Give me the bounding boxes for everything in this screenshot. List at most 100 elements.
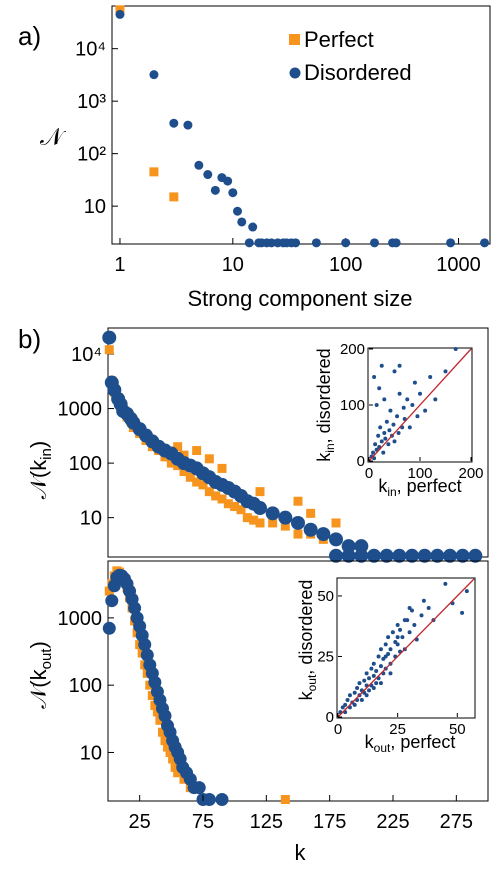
- disordered-point: [303, 522, 318, 537]
- disordered-point: [354, 548, 369, 563]
- disordered-point: [223, 176, 233, 186]
- y-tick-label: 1000: [58, 608, 103, 630]
- inset-point: [378, 647, 383, 652]
- legend-marker-disordered: [289, 67, 301, 79]
- inset-point: [362, 678, 367, 683]
- inset-point: [373, 442, 378, 447]
- inset-point: [407, 425, 412, 430]
- perfect-point: [166, 458, 176, 468]
- inset-point: [343, 702, 348, 707]
- inset-point: [371, 450, 376, 455]
- disordered-point: [158, 709, 172, 723]
- disordered-point: [291, 515, 305, 530]
- perfect-point: [168, 754, 178, 764]
- inset-point: [419, 613, 424, 618]
- inset-point: [376, 654, 381, 659]
- inset-out-marks: [337, 578, 475, 718]
- x-tick-label: 75: [192, 811, 214, 833]
- panel-a: a) 𝒩 Strong component size 10 10² 10³ 10⁴ 1…: [18, 5, 491, 311]
- inset-in-ticks: 00 100 100 200 200: [340, 341, 484, 482]
- perfect-point: [192, 446, 202, 456]
- inset-point: [386, 442, 391, 447]
- disordered-point: [455, 548, 470, 563]
- inset-out-y-axis-label: kout, disordered: [296, 580, 319, 701]
- perfect-point: [204, 487, 214, 497]
- disordered-point: [354, 539, 369, 554]
- perfect-point: [230, 502, 240, 512]
- inset-point: [421, 598, 426, 603]
- disordered-point: [192, 781, 206, 795]
- inset-point: [383, 642, 388, 647]
- perfect-point: [204, 454, 214, 464]
- inset-point: [371, 673, 376, 678]
- y-tick-label: 10²: [77, 144, 106, 166]
- inset-point: [367, 676, 372, 681]
- inset-point: [443, 581, 448, 586]
- inset-point: [355, 685, 360, 690]
- y-tick-label: 10³: [77, 91, 106, 113]
- disordered-point: [140, 648, 154, 662]
- disordered-point: [446, 238, 456, 248]
- inset-point: [345, 698, 350, 703]
- disordered-point: [341, 548, 356, 563]
- panel-b-bottom-marks: [102, 566, 290, 807]
- disordered-point: [480, 238, 490, 248]
- inset-out-x-axis-label: kout, perfect: [365, 732, 456, 755]
- disordered-point: [253, 501, 267, 516]
- perfect-point: [179, 467, 189, 477]
- inset-point: [388, 647, 393, 652]
- inset-point: [391, 422, 396, 427]
- inset-point: [383, 654, 388, 659]
- perfect-point: [149, 167, 159, 177]
- panel-b-bottom-y-ticks: 10 100 1000: [58, 608, 114, 764]
- inset-y-tick-label: 0: [326, 709, 334, 726]
- inset-y-tick-label: 25: [317, 648, 334, 665]
- panel-b-label: b): [18, 324, 41, 354]
- x-tick-label: 175: [313, 811, 346, 833]
- inset-point: [443, 369, 448, 374]
- y-tick-label: 10: [80, 508, 102, 530]
- disordered-point: [291, 238, 301, 248]
- disordered-point: [316, 527, 331, 542]
- inset-y-tick-label: 100: [340, 397, 365, 414]
- inset-x-tick-label: 0: [334, 721, 342, 738]
- disordered-point: [443, 548, 457, 563]
- perfect-point: [223, 499, 233, 509]
- perfect-point: [179, 450, 189, 460]
- inset-point: [371, 685, 376, 690]
- disordered-point: [194, 160, 204, 170]
- legend-label-perfect: Perfect: [304, 27, 374, 52]
- disordered-point: [468, 548, 483, 563]
- inset-point: [390, 630, 395, 635]
- inset-point: [395, 623, 400, 627]
- inset-point: [418, 391, 422, 396]
- inset-point: [378, 425, 383, 430]
- perfect-point: [280, 521, 290, 531]
- disordered-point: [232, 206, 242, 216]
- panel-b-top-y-ticks: 10 100 1000 10⁴: [58, 344, 114, 530]
- inset-point: [407, 630, 412, 635]
- inset-point: [369, 666, 374, 671]
- y-tick-label: 10⁴: [75, 39, 106, 61]
- disordered-point: [169, 118, 179, 128]
- inset-point: [428, 375, 433, 379]
- perfect-point: [255, 487, 265, 497]
- inset-point: [352, 690, 357, 695]
- panel-b-top-y-axis-label: 𝒩(kin): [26, 441, 55, 499]
- disordered-point: [278, 510, 293, 525]
- inset-point: [460, 610, 465, 615]
- disordered-point: [183, 120, 193, 130]
- x-tick-label: 275: [440, 811, 473, 833]
- panel-a-label: a): [18, 21, 41, 51]
- panel-a-y-axis-label: 𝒩: [40, 124, 67, 151]
- inset-point: [376, 433, 381, 438]
- y-tick-label: 100: [69, 675, 102, 697]
- disordered-point: [203, 170, 213, 180]
- panel-b-x-axis-label: k: [295, 840, 307, 865]
- inset-point: [367, 688, 372, 693]
- inset-point: [388, 408, 393, 413]
- y-tick-label: 10: [80, 742, 102, 764]
- perfect-point: [155, 715, 165, 725]
- inset-point: [374, 669, 379, 673]
